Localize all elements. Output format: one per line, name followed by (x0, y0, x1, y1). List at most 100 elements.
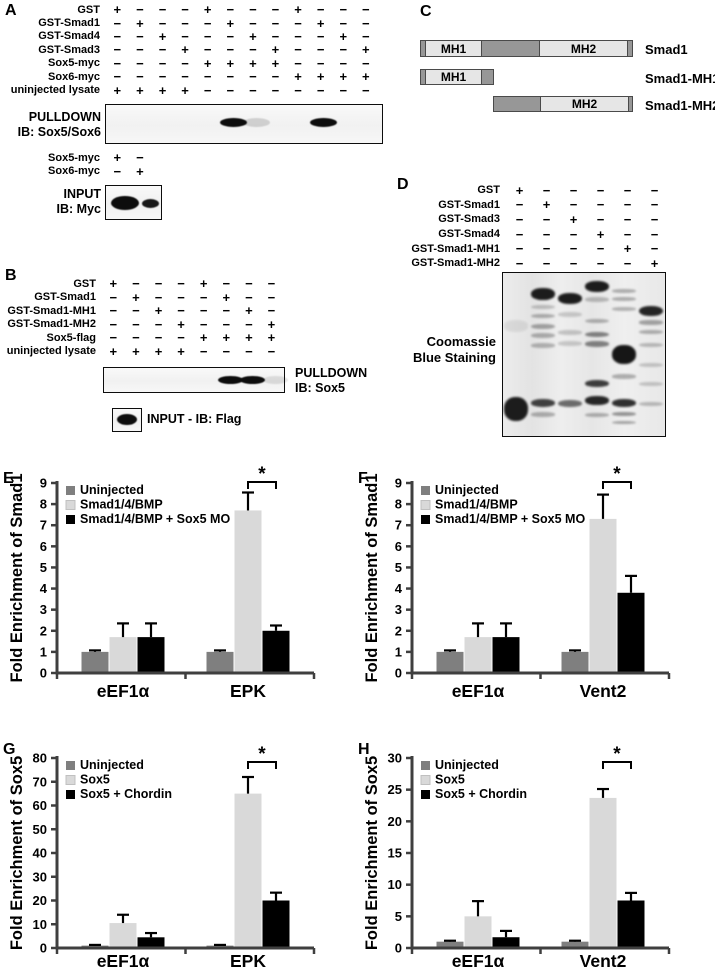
condition-sign: − (109, 316, 118, 332)
gel-band (558, 312, 582, 317)
condition-sign: − (515, 226, 524, 242)
condition-sign: + (154, 303, 163, 319)
condition-sign: − (226, 42, 235, 58)
panel-a-input-matrix: Sox5-myc + − Sox6-myc − + (0, 151, 151, 178)
y-tick-label: 7 (395, 518, 402, 533)
significance-bracket (602, 481, 632, 489)
legend-swatch (421, 761, 430, 770)
y-axis-label: Fold Enrichment of Sox5 (363, 756, 381, 950)
gel-band (531, 287, 555, 300)
condition-sign: − (249, 42, 257, 58)
y-tick-label: 5 (395, 909, 402, 924)
condition-sign: − (181, 69, 189, 85)
gel-band (558, 341, 582, 347)
condition-sign: + (222, 330, 231, 346)
condition-sign: − (222, 303, 231, 319)
bar-eEF1α-s2 (137, 637, 165, 673)
legend-label: Smad1/4/BMP (435, 498, 518, 512)
gel-band (585, 281, 609, 293)
condition-sign: − (650, 211, 659, 227)
condition-sign: − (362, 28, 370, 44)
condition-sign: + (316, 69, 325, 85)
condition-sign: + (181, 82, 189, 98)
condition-sign: − (222, 316, 231, 332)
condition-sign: − (203, 69, 212, 85)
condition-sign: + (339, 69, 348, 85)
panel-b-pulldown-label: PULLDOWN IB: Sox5 (295, 366, 367, 396)
condition-sign: + (199, 330, 208, 346)
condition-sign: − (113, 55, 122, 71)
gel-band (612, 344, 636, 365)
condition-sign: + (132, 343, 140, 359)
chart-svg-G: 0 10 20 30 40 50 60 70 80 eEF1α EPK Fold Enrichment… (8, 744, 316, 970)
x-category-label: Vent2 (580, 951, 627, 970)
smad1-mh1-n-edge (421, 70, 425, 84)
y-tick-label: 10 (33, 917, 47, 932)
matrix-row: Sox6-myc − + (0, 165, 151, 179)
condition-sign: + (158, 28, 167, 44)
condition-sign: − (542, 241, 551, 257)
gel-band (585, 396, 609, 406)
protein-band (220, 117, 247, 127)
condition-sign: − (158, 2, 167, 18)
condition-label: GST-Smad1-MH1 (7, 304, 96, 317)
smad1-mh2-name: Smad1-MH2 (645, 98, 715, 113)
bar-eEF1α-s1 (109, 637, 137, 673)
y-tick-label: 0 (40, 941, 47, 956)
legend-swatch (421, 515, 430, 524)
chart-svg-H: 0 5 10 15 20 25 30 eEF1α Vent2 Fold Enrichment of… (363, 744, 671, 970)
matrix-row: uninjected lysate + + + + − − − − − − − − (0, 82, 377, 98)
panel-a-input-label-line2: IB: Myc (56, 202, 101, 216)
condition-sign: − (339, 2, 348, 18)
legend-label: Uninjected (80, 758, 144, 772)
y-axis-label: Fold Enrichment of Smad1 (8, 473, 26, 682)
condition-sign: + (623, 241, 632, 257)
condition-sign: − (267, 276, 276, 292)
condition-label: GST-Smad1-MH2 (411, 257, 500, 270)
condition-sign: − (177, 303, 185, 319)
panel-a-condition-matrix: GST + − − − + − − − + − − − GST-Smad1− + − − − + − − − + − − GST-… (0, 3, 377, 97)
condition-label: Sox6-myc (48, 165, 100, 178)
matrix-row: Sox5-myc − − − − + + + + − − − − (0, 57, 377, 70)
smad1-mh1-domain-2: MH1 (425, 70, 481, 84)
y-tick-label: 9 (40, 476, 47, 491)
condition-label: Sox6-myc (48, 70, 100, 83)
gel-band (639, 401, 663, 406)
panel-a-pulldown-blot (105, 104, 383, 144)
condition-sign: − (132, 276, 140, 292)
condition-sign: − (199, 289, 208, 305)
condition-sign: − (113, 28, 122, 44)
condition-sign: − (623, 197, 632, 213)
gel-band (558, 400, 582, 408)
condition-sign: − (316, 2, 325, 18)
condition-sign: + (267, 316, 276, 332)
significance-bracket (247, 761, 277, 769)
condition-sign: − (623, 226, 632, 242)
condition-label: GST-Smad1-MH1 (411, 242, 500, 255)
condition-sign: − (569, 255, 578, 271)
condition-sign: + (109, 343, 118, 359)
condition-sign: − (515, 197, 524, 213)
condition-sign: − (569, 182, 578, 198)
condition-sign: − (316, 28, 325, 44)
legend-label: Smad1/4/BMP + Sox5 MO (80, 512, 230, 526)
condition-label: uninjected lysate (10, 84, 100, 97)
matrix-row: GST-Smad1 − + − − − − (398, 198, 668, 213)
condition-sign: − (136, 42, 144, 58)
protein-band (240, 376, 266, 384)
condition-sign: − (203, 28, 212, 44)
condition-label: GST-Smad3 (38, 43, 100, 56)
condition-sign: − (623, 255, 632, 271)
significance-star: * (258, 464, 266, 485)
y-tick-label: 0 (395, 941, 402, 956)
matrix-row: GST-Smad3 − − + − − − (398, 212, 668, 227)
gel-band (531, 398, 555, 407)
condition-sign: + (569, 211, 578, 227)
legend-label: Sox5 + Chordin (80, 787, 172, 801)
matrix-row: GST-Smad1− + − − − + − − (0, 291, 283, 305)
matrix-row: GST-Smad3− − − + − − − + − − − + (0, 43, 377, 56)
condition-sign: − (596, 182, 605, 198)
condition-sign: − (596, 211, 605, 227)
panel-b-pulldown-label-line1: PULLDOWN (295, 366, 368, 380)
